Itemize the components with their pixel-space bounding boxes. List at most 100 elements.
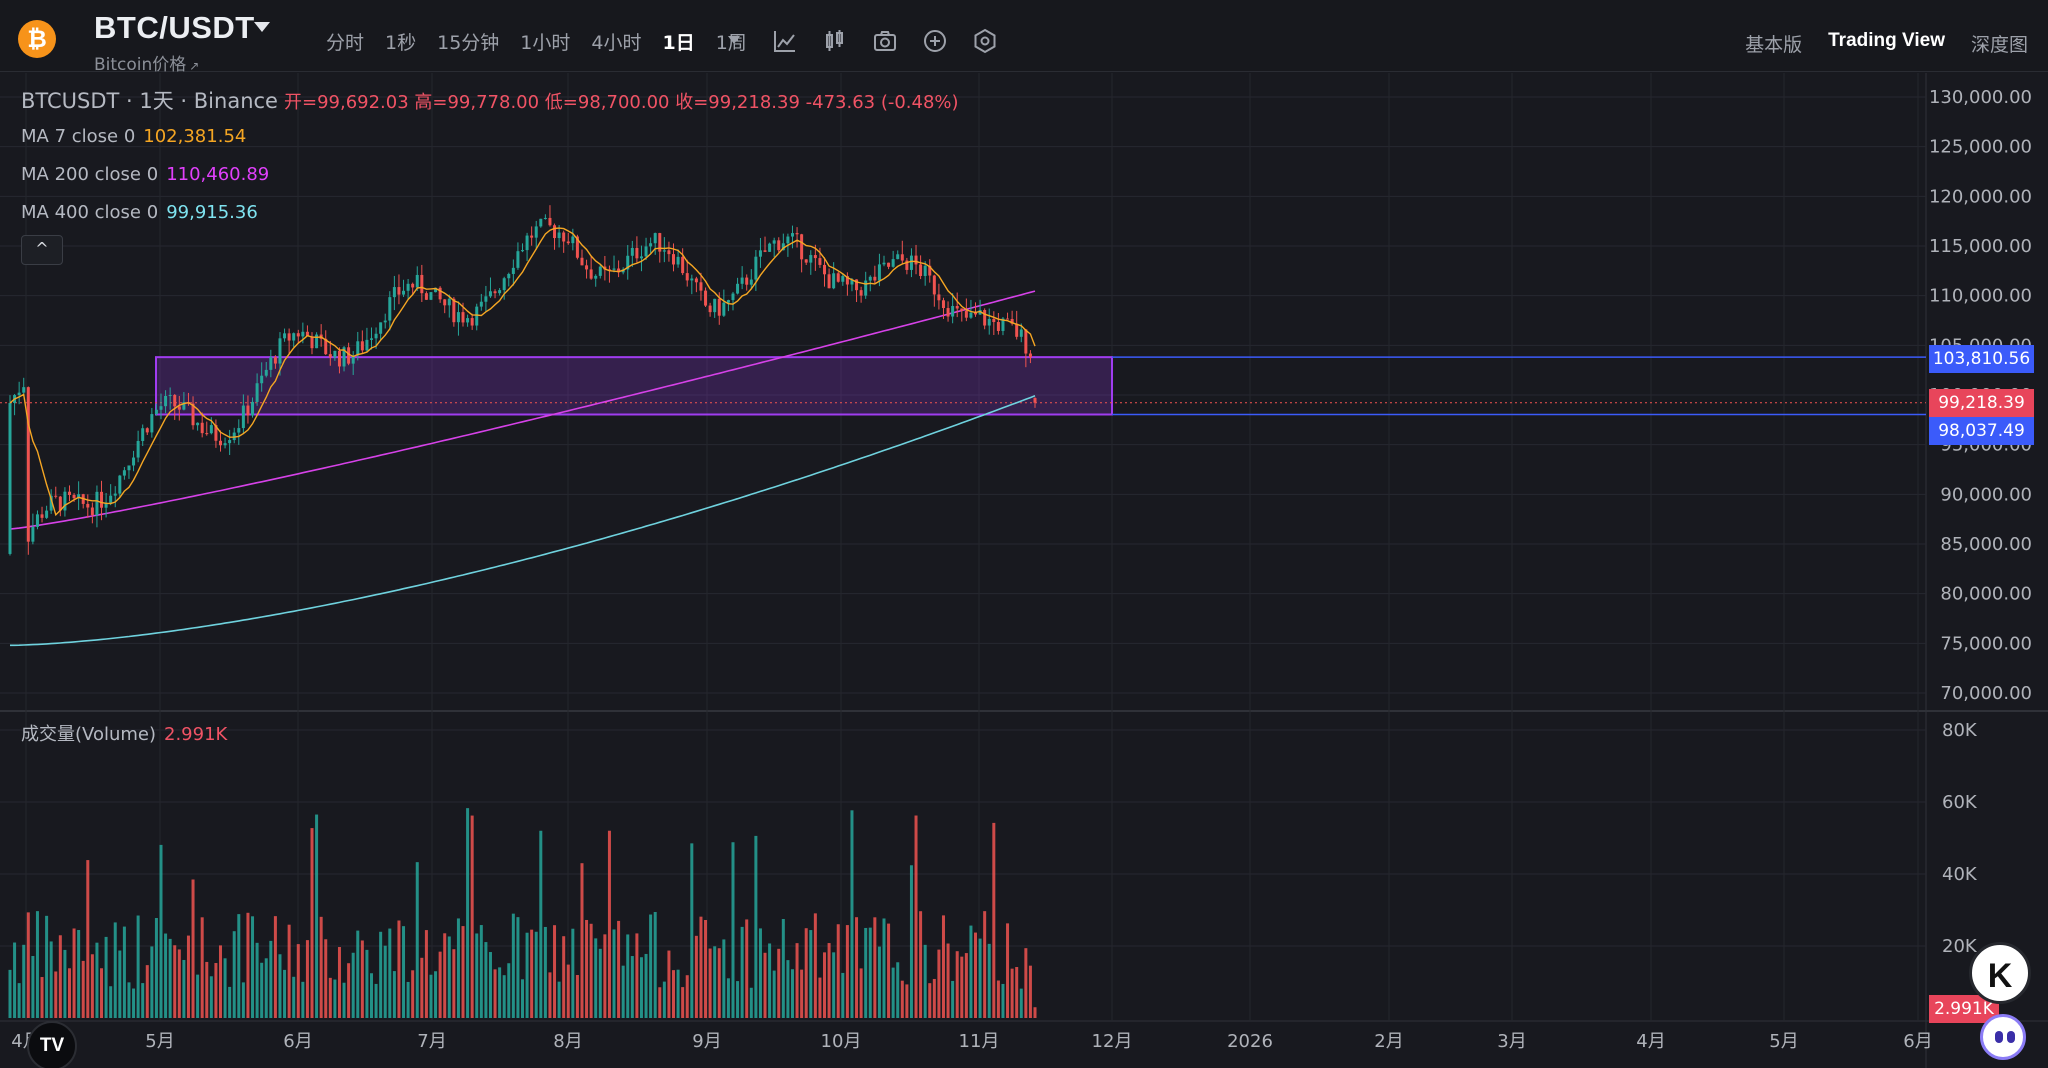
volume-bar <box>136 915 140 1018</box>
candle-body <box>22 387 26 393</box>
candle-body <box>630 247 634 256</box>
candle-body <box>255 383 259 402</box>
candle-body <box>827 274 831 289</box>
camera-icon[interactable] <box>872 28 898 54</box>
chat-bot-icon[interactable] <box>1980 1014 2026 1060</box>
volume-bar <box>273 916 277 1018</box>
interval-tab-1[interactable]: 1秒 <box>385 32 417 54</box>
volume-bar <box>58 935 62 1018</box>
volume-bar <box>434 971 438 1018</box>
volume-bar <box>159 844 163 1018</box>
ma200-label: MA 200 close 0 <box>21 164 159 185</box>
k-assistant-badge[interactable]: K <box>1969 942 2031 1004</box>
view-tab-2[interactable]: 深度图 <box>1970 34 2028 56</box>
interval-tab-4[interactable]: 4小时 <box>591 32 642 54</box>
candle-body <box>914 255 918 265</box>
volume-bar <box>598 948 602 1018</box>
volume-bar <box>54 971 58 1018</box>
candle-body <box>104 502 108 508</box>
candle-body <box>269 357 273 370</box>
volume-bar <box>662 981 666 1018</box>
candle-body <box>758 250 762 257</box>
candle-body <box>305 331 309 337</box>
volume-bar <box>241 982 245 1018</box>
top-bar: ₿ BTC/USDT Bitcoin价格 ↗ 分时 1秒 15分钟 1小时 4小时 1日 1周… <box>0 0 2048 75</box>
indicator-icon[interactable] <box>772 28 798 54</box>
volume-bar <box>209 976 213 1018</box>
pair-title[interactable]: BTC/USDT <box>94 10 255 45</box>
volume-bar <box>882 918 886 1018</box>
ma400-legend[interactable]: MA 400 close 0 99,915.36 <box>21 201 258 223</box>
volume-bar <box>694 935 698 1018</box>
candle-body <box>951 306 955 317</box>
volume-bar <box>736 981 740 1018</box>
candle-body <box>594 275 598 279</box>
volume-bar <box>667 950 671 1018</box>
candle-body <box>443 299 447 306</box>
candle-body <box>337 350 341 367</box>
candle-body <box>507 273 511 279</box>
volume-bar <box>13 942 17 1018</box>
interval-tab-0[interactable]: 分时 <box>326 32 365 54</box>
candle-body <box>342 347 346 367</box>
tradingview-logo[interactable]: TV <box>27 1021 77 1068</box>
candle-body <box>392 287 396 298</box>
ma200-legend[interactable]: MA 200 close 0 110,460.89 <box>21 163 269 185</box>
time-tick-label: 9月 <box>692 1031 721 1052</box>
volume-bar <box>621 965 625 1018</box>
volume-bar <box>585 919 589 1018</box>
candle-body <box>470 318 474 326</box>
volume-bar <box>351 952 355 1018</box>
price-tick-label: 85,000.00 <box>1940 534 2032 555</box>
volume-bar <box>406 981 410 1018</box>
volume-bar <box>941 915 945 1018</box>
volume-bar <box>740 926 744 1018</box>
interval-tab-5[interactable]: 1日 <box>662 32 695 54</box>
view-tab-1[interactable]: Trading View <box>1828 30 1945 51</box>
candle-body <box>772 240 776 244</box>
candle-body <box>562 232 566 242</box>
candle-body <box>937 294 941 301</box>
volume-bar <box>603 934 607 1018</box>
add-circle-icon[interactable] <box>922 28 948 54</box>
pair-dropdown-caret-icon[interactable] <box>254 22 270 32</box>
volume-bar <box>1006 923 1010 1018</box>
pair-subtitle-link[interactable]: Bitcoin价格 ↗ <box>94 50 199 75</box>
candle-body <box>241 405 245 429</box>
interval-tab-3[interactable]: 1小时 <box>520 32 571 54</box>
candle-body <box>223 443 227 446</box>
volume-bar <box>617 920 621 1018</box>
price-chart-canvas[interactable]: 130,000.00 125,000.00 120,000.00 115,000.00… <box>0 73 2048 1068</box>
candle-body <box>452 298 456 323</box>
support-zone-box <box>155 356 1113 416</box>
chart-area[interactable]: 130,000.00 125,000.00 120,000.00 115,000.00… <box>0 73 2048 1068</box>
volume-bar <box>132 988 136 1018</box>
volume-legend[interactable]: 成交量(Volume) 2.991K <box>21 720 227 746</box>
candle-body <box>150 414 154 433</box>
candle-body <box>841 276 845 282</box>
volume-bar <box>205 961 209 1018</box>
volume-bar <box>100 968 104 1018</box>
interval-tab-2[interactable]: 15分钟 <box>437 32 500 54</box>
collapse-legend-button[interactable]: ^ <box>21 235 63 265</box>
candle-body <box>804 259 808 263</box>
volume-bar <box>873 917 877 1018</box>
ma7-legend[interactable]: MA 7 close 0 102,381.54 <box>21 125 246 147</box>
bot-eye-left <box>1995 1031 2003 1043</box>
volume-bar <box>141 983 145 1018</box>
candle-body <box>800 234 804 260</box>
interval-more-caret-icon[interactable] <box>728 36 740 44</box>
volume-bar <box>937 949 941 1018</box>
candle-style-icon[interactable] <box>822 28 848 54</box>
volume-bar <box>379 931 383 1018</box>
candle-body <box>310 336 314 349</box>
candle-body <box>218 440 222 446</box>
candle-body <box>296 333 300 337</box>
time-tick-label: 6月 <box>1903 1031 1932 1052</box>
view-tab-0[interactable]: 基本版 <box>1745 34 1803 56</box>
settings-hex-icon[interactable] <box>972 28 998 54</box>
volume-bar <box>415 862 419 1018</box>
volume-bar <box>969 925 973 1018</box>
candle-body <box>360 341 364 351</box>
volume-bar <box>397 920 401 1018</box>
